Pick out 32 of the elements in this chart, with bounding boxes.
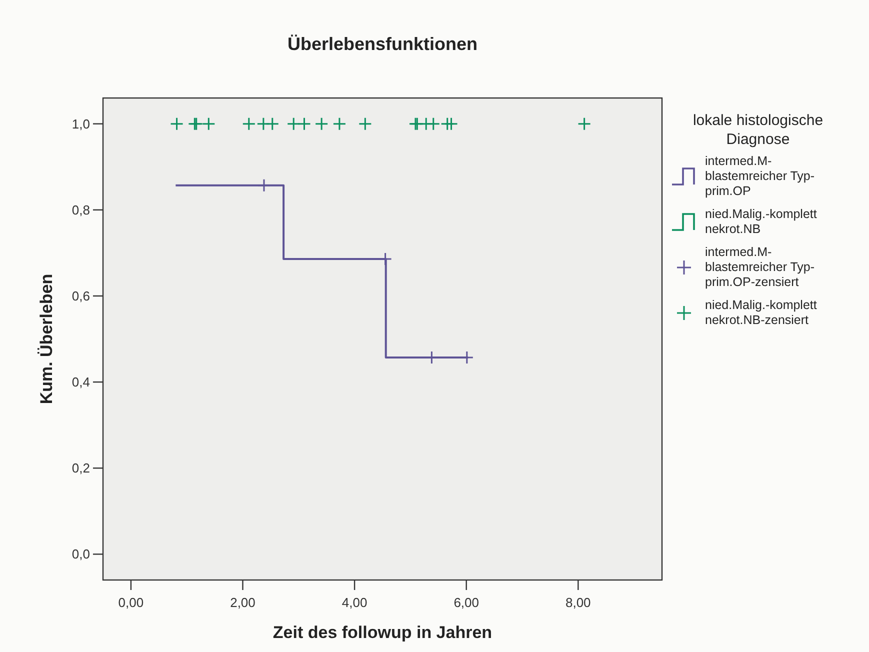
point: [286, 117, 300, 131]
point: [266, 117, 280, 131]
point: [314, 117, 328, 131]
x-tick-label: 4,00: [342, 595, 368, 610]
legend-label: nied.Malig.-komplett nekrot.NB: [705, 207, 818, 236]
y-tick-label: 0,8: [72, 202, 90, 218]
point: [444, 117, 458, 131]
y-axis-title: Kum. Überleben: [37, 274, 56, 404]
x-tick-label: 8,00: [565, 595, 591, 610]
y-tick-label: 1,0: [72, 116, 90, 132]
point: [426, 117, 440, 131]
point: [202, 117, 216, 131]
point: [578, 117, 592, 131]
legend-title: lokale histologische Diagnose: [692, 112, 824, 148]
x-tick-label: 2,00: [230, 595, 256, 610]
y-tick-label: 0,0: [72, 546, 90, 562]
y-tick-label: 0,2: [72, 460, 90, 476]
legend-label: nied.Malig.-komplett nekrot.NB-zensiert: [705, 298, 818, 327]
x-axis-title: Zeit des followup in Jahren: [272, 623, 492, 642]
point: [257, 178, 271, 192]
y-tick-label: 0,6: [72, 288, 90, 304]
chart-title: Überlebensfunktionen: [287, 34, 478, 54]
y-tick-label: 0,4: [72, 374, 90, 390]
point: [242, 117, 256, 131]
point: [170, 117, 184, 131]
legend-label: intermed.M-blastemreicher Typ-prim.OP-zensiert: [705, 245, 815, 289]
x-tick-label: 0,00: [118, 595, 144, 610]
legend-label: intermed.M-blastemreicher Typ-prim.OP: [705, 154, 815, 198]
point: [297, 117, 311, 131]
x-tick-label: 6,00: [454, 595, 480, 610]
point: [332, 117, 346, 131]
point: [358, 117, 372, 131]
